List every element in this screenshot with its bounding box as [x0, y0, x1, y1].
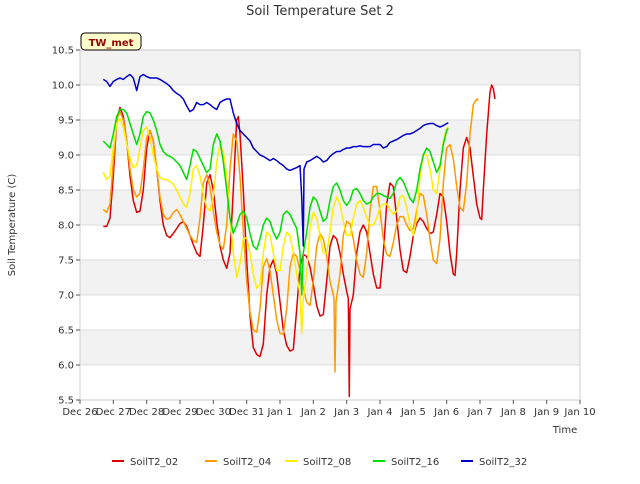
- legend: SoilT2_02 SoilT2_04 SoilT2_08 SoilT2_16 Soil…: [112, 457, 527, 468]
- x-tick-label: Jan 5: [400, 407, 426, 418]
- y-axis: 5.5 6.0 6.5 7.0 7.5 8.0 8.5 9.0 9.5 10.0 10.5: [52, 46, 80, 407]
- y-tick-label: 7.5: [58, 256, 74, 267]
- legend-label: SoilT2_08: [303, 457, 351, 468]
- legend-item-soilt2-02: SoilT2_02: [112, 457, 178, 468]
- grid-band: [80, 50, 580, 85]
- x-tick-label: Jan 7: [467, 407, 493, 418]
- chart-title: Soil Temperature Set 2: [246, 4, 394, 19]
- x-tick-label: Dec 31: [229, 407, 264, 418]
- legend-item-soilt2-08: SoilT2_08: [285, 457, 351, 468]
- y-axis-title: Soil Temperature (C): [7, 174, 18, 277]
- legend-item-soilt2-04: SoilT2_04: [205, 457, 271, 468]
- x-tick-label: Dec 30: [196, 407, 231, 418]
- grid-band: [80, 330, 580, 365]
- y-tick-label: 6.0: [58, 361, 74, 372]
- y-tick-label: 6.5: [58, 326, 74, 337]
- series-line-soilt2-02: [103, 84, 496, 398]
- station-annotation: TW_met: [80, 32, 142, 51]
- series-line-soilt2-08: [102, 117, 449, 335]
- y-tick-label: 7.0: [58, 291, 74, 302]
- legend-label: SoilT2_04: [223, 457, 271, 468]
- x-tick-label: Jan 3: [333, 407, 359, 418]
- y-tick-label: 10.0: [52, 81, 74, 92]
- legend-item-soilt2-16: SoilT2_16: [373, 457, 439, 468]
- x-tick-label: Jan 8: [500, 407, 526, 418]
- y-tick-label: 5.5: [58, 396, 74, 407]
- y-tick-label: 9.0: [58, 151, 74, 162]
- station-annotation-box: [80, 32, 142, 51]
- x-tick-label: Jan 2: [300, 407, 326, 418]
- y-tick-label: 8.5: [58, 186, 74, 197]
- series-line-soilt2-32: [102, 73, 449, 247]
- x-tick-label: Jan 6: [433, 407, 459, 418]
- legend-item-soilt2-32: SoilT2_32: [461, 457, 527, 468]
- legend-label: SoilT2_02: [130, 457, 178, 468]
- x-axis-title: Time: [552, 425, 577, 436]
- grid-band: [80, 120, 580, 155]
- series-line-soilt2-16: [102, 108, 449, 296]
- legend-label: SoilT2_16: [391, 457, 439, 468]
- x-tick-label: Jan 4: [367, 407, 393, 418]
- legend-label: SoilT2_32: [479, 457, 527, 468]
- x-tick-label: Jan 1: [267, 407, 293, 418]
- x-tick-label: Dec 26: [62, 407, 97, 418]
- grid-band: [80, 190, 580, 225]
- y-tick-label: 8.0: [58, 221, 74, 232]
- x-tick-label: Dec 28: [129, 407, 164, 418]
- series-layer: [102, 73, 496, 398]
- x-tick-label: Jan 10: [563, 407, 595, 418]
- series-line-soilt2-04: [102, 98, 479, 373]
- y-tick-label: 10.5: [52, 46, 74, 57]
- x-tick-label: Jan 9: [533, 407, 559, 418]
- station-annotation-label: TW_met: [89, 38, 134, 49]
- x-tick-label: Dec 27: [96, 407, 131, 418]
- grid-lines: [79, 49, 581, 401]
- y-tick-label: 9.5: [58, 116, 74, 127]
- x-tick-label: Dec 29: [162, 407, 197, 418]
